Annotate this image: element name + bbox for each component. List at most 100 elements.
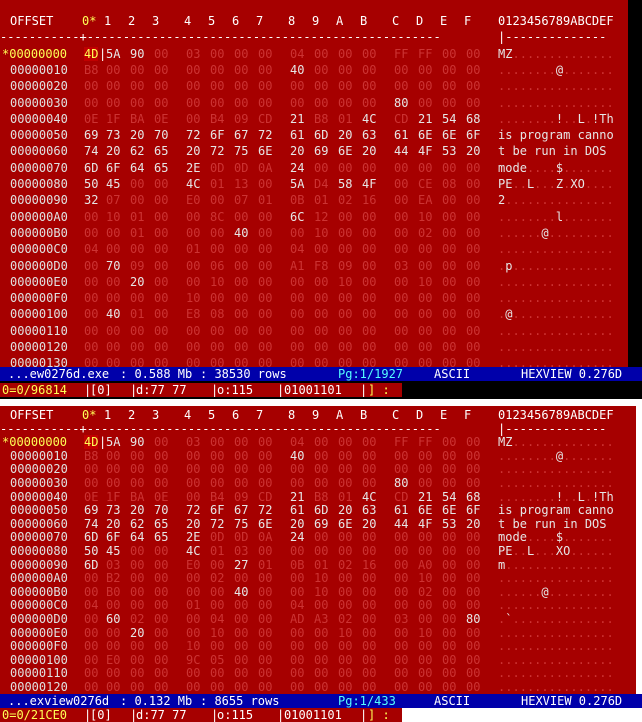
hex-byte[interactable]: 20: [130, 128, 144, 142]
hex-byte[interactable]: 00: [314, 79, 328, 93]
hex-byte[interactable]: 00: [314, 462, 328, 476]
hex-byte[interactable]: 00: [338, 653, 352, 667]
hex-byte[interactable]: 00: [418, 79, 432, 93]
hex-byte[interactable]: 00: [314, 653, 328, 667]
hex-byte[interactable]: 00: [442, 79, 456, 93]
hex-byte[interactable]: 00: [314, 324, 328, 338]
ascii-text[interactable]: t be run in DOS: [498, 517, 614, 531]
hex-byte[interactable]: 00: [154, 79, 168, 93]
hex-byte[interactable]: 00: [186, 490, 200, 504]
hex-byte[interactable]: 00: [290, 79, 304, 93]
hex-byte[interactable]: 20: [130, 626, 144, 640]
hex-byte[interactable]: 00: [466, 307, 480, 321]
hex-byte[interactable]: 00: [84, 96, 98, 110]
hex-byte[interactable]: 00: [314, 291, 328, 305]
hex-byte[interactable]: 00: [442, 639, 456, 653]
hex-byte[interactable]: 00: [84, 653, 98, 667]
hex-byte[interactable]: 00: [290, 639, 304, 653]
hex-byte[interactable]: 00: [258, 612, 272, 626]
hex-byte[interactable]: 16: [362, 558, 376, 572]
hex-byte[interactable]: 00: [234, 435, 248, 449]
hex-byte[interactable]: 21: [290, 112, 304, 126]
hex-byte[interactable]: 07: [234, 193, 248, 207]
hex-byte[interactable]: 20: [362, 517, 376, 531]
hex-byte[interactable]: FF: [418, 47, 432, 61]
hex-byte[interactable]: 00: [394, 275, 408, 289]
hex-byte[interactable]: 00: [130, 598, 144, 612]
hex-byte[interactable]: 00: [106, 462, 120, 476]
hex-byte[interactable]: 00: [258, 476, 272, 490]
hex-byte[interactable]: FF: [418, 435, 432, 449]
hex-byte[interactable]: 04: [210, 612, 224, 626]
hex-byte[interactable]: 09: [130, 259, 144, 273]
hex-byte[interactable]: 0D: [234, 161, 248, 175]
hex-byte[interactable]: 00: [258, 47, 272, 61]
hex-byte[interactable]: 00: [394, 324, 408, 338]
hex-byte[interactable]: 00: [442, 340, 456, 354]
hex-byte[interactable]: 90: [130, 47, 144, 61]
hex-byte[interactable]: 00: [442, 435, 456, 449]
ascii-text[interactable]: ................: [498, 626, 614, 640]
hex-byte[interactable]: 73: [106, 128, 120, 142]
hex-byte[interactable]: 62: [130, 144, 144, 158]
hex-byte[interactable]: 00: [314, 598, 328, 612]
hex-byte[interactable]: 00: [154, 340, 168, 354]
hex-byte[interactable]: 4D: [84, 47, 98, 61]
hex-byte[interactable]: 00: [362, 462, 376, 476]
hex-byte[interactable]: 65: [154, 530, 168, 544]
hex-byte[interactable]: A1: [290, 259, 304, 273]
hex-byte[interactable]: 1F: [106, 112, 120, 126]
hex-byte[interactable]: 00: [210, 226, 224, 240]
hex-byte[interactable]: 00: [394, 307, 408, 321]
hex-byte[interactable]: 00: [442, 242, 456, 256]
hex-byte[interactable]: 72: [186, 503, 200, 517]
hex-byte[interactable]: 00: [290, 96, 304, 110]
hex-byte[interactable]: 00: [186, 666, 200, 680]
hex-byte[interactable]: 21: [418, 112, 432, 126]
hex-byte[interactable]: 00: [418, 324, 432, 338]
hex-byte[interactable]: 00: [362, 259, 376, 273]
display-mode[interactable]: ASCII: [434, 367, 470, 381]
hex-byte[interactable]: 00: [442, 598, 456, 612]
hex-byte[interactable]: 00: [418, 449, 432, 463]
hex-byte[interactable]: 00: [84, 476, 98, 490]
hex-byte[interactable]: 00: [362, 79, 376, 93]
hex-byte[interactable]: 00: [338, 210, 352, 224]
hex-byte[interactable]: 00: [314, 161, 328, 175]
hex-byte[interactable]: 00: [258, 242, 272, 256]
hex-byte[interactable]: 00: [106, 356, 120, 367]
hex-byte[interactable]: 00: [362, 585, 376, 599]
hex-byte[interactable]: 69: [314, 517, 328, 531]
hex-byte[interactable]: 1F: [106, 490, 120, 504]
hex-byte[interactable]: 00: [154, 449, 168, 463]
hex-byte[interactable]: 6F: [106, 530, 120, 544]
hex-byte[interactable]: 00: [234, 47, 248, 61]
ascii-text[interactable]: ........!..L.!Th: [498, 490, 614, 504]
hex-byte[interactable]: 00: [258, 626, 272, 640]
hex-byte[interactable]: 6E: [338, 517, 352, 531]
hex-byte[interactable]: 61: [394, 128, 408, 142]
hex-byte[interactable]: 00: [362, 571, 376, 585]
hex-byte[interactable]: 6D: [84, 530, 98, 544]
hex-byte[interactable]: 02: [338, 558, 352, 572]
hex-byte[interactable]: 00: [234, 653, 248, 667]
hex-byte[interactable]: 20: [130, 503, 144, 517]
hex-byte[interactable]: 00: [154, 259, 168, 273]
hex-byte[interactable]: 00: [394, 161, 408, 175]
hex-byte[interactable]: 0D: [234, 530, 248, 544]
hex-byte[interactable]: 0E: [84, 112, 98, 126]
hex-byte[interactable]: 00: [338, 530, 352, 544]
hex-byte[interactable]: 00: [338, 291, 352, 305]
hex-byte[interactable]: 00: [258, 544, 272, 558]
ascii-text[interactable]: ................: [498, 639, 614, 653]
hex-byte[interactable]: 00: [418, 307, 432, 321]
hex-byte[interactable]: 00: [442, 275, 456, 289]
hex-byte[interactable]: 00: [186, 356, 200, 367]
hex-byte[interactable]: 00: [234, 680, 248, 694]
hex-byte[interactable]: 00: [84, 666, 98, 680]
hex-byte[interactable]: 00: [466, 449, 480, 463]
